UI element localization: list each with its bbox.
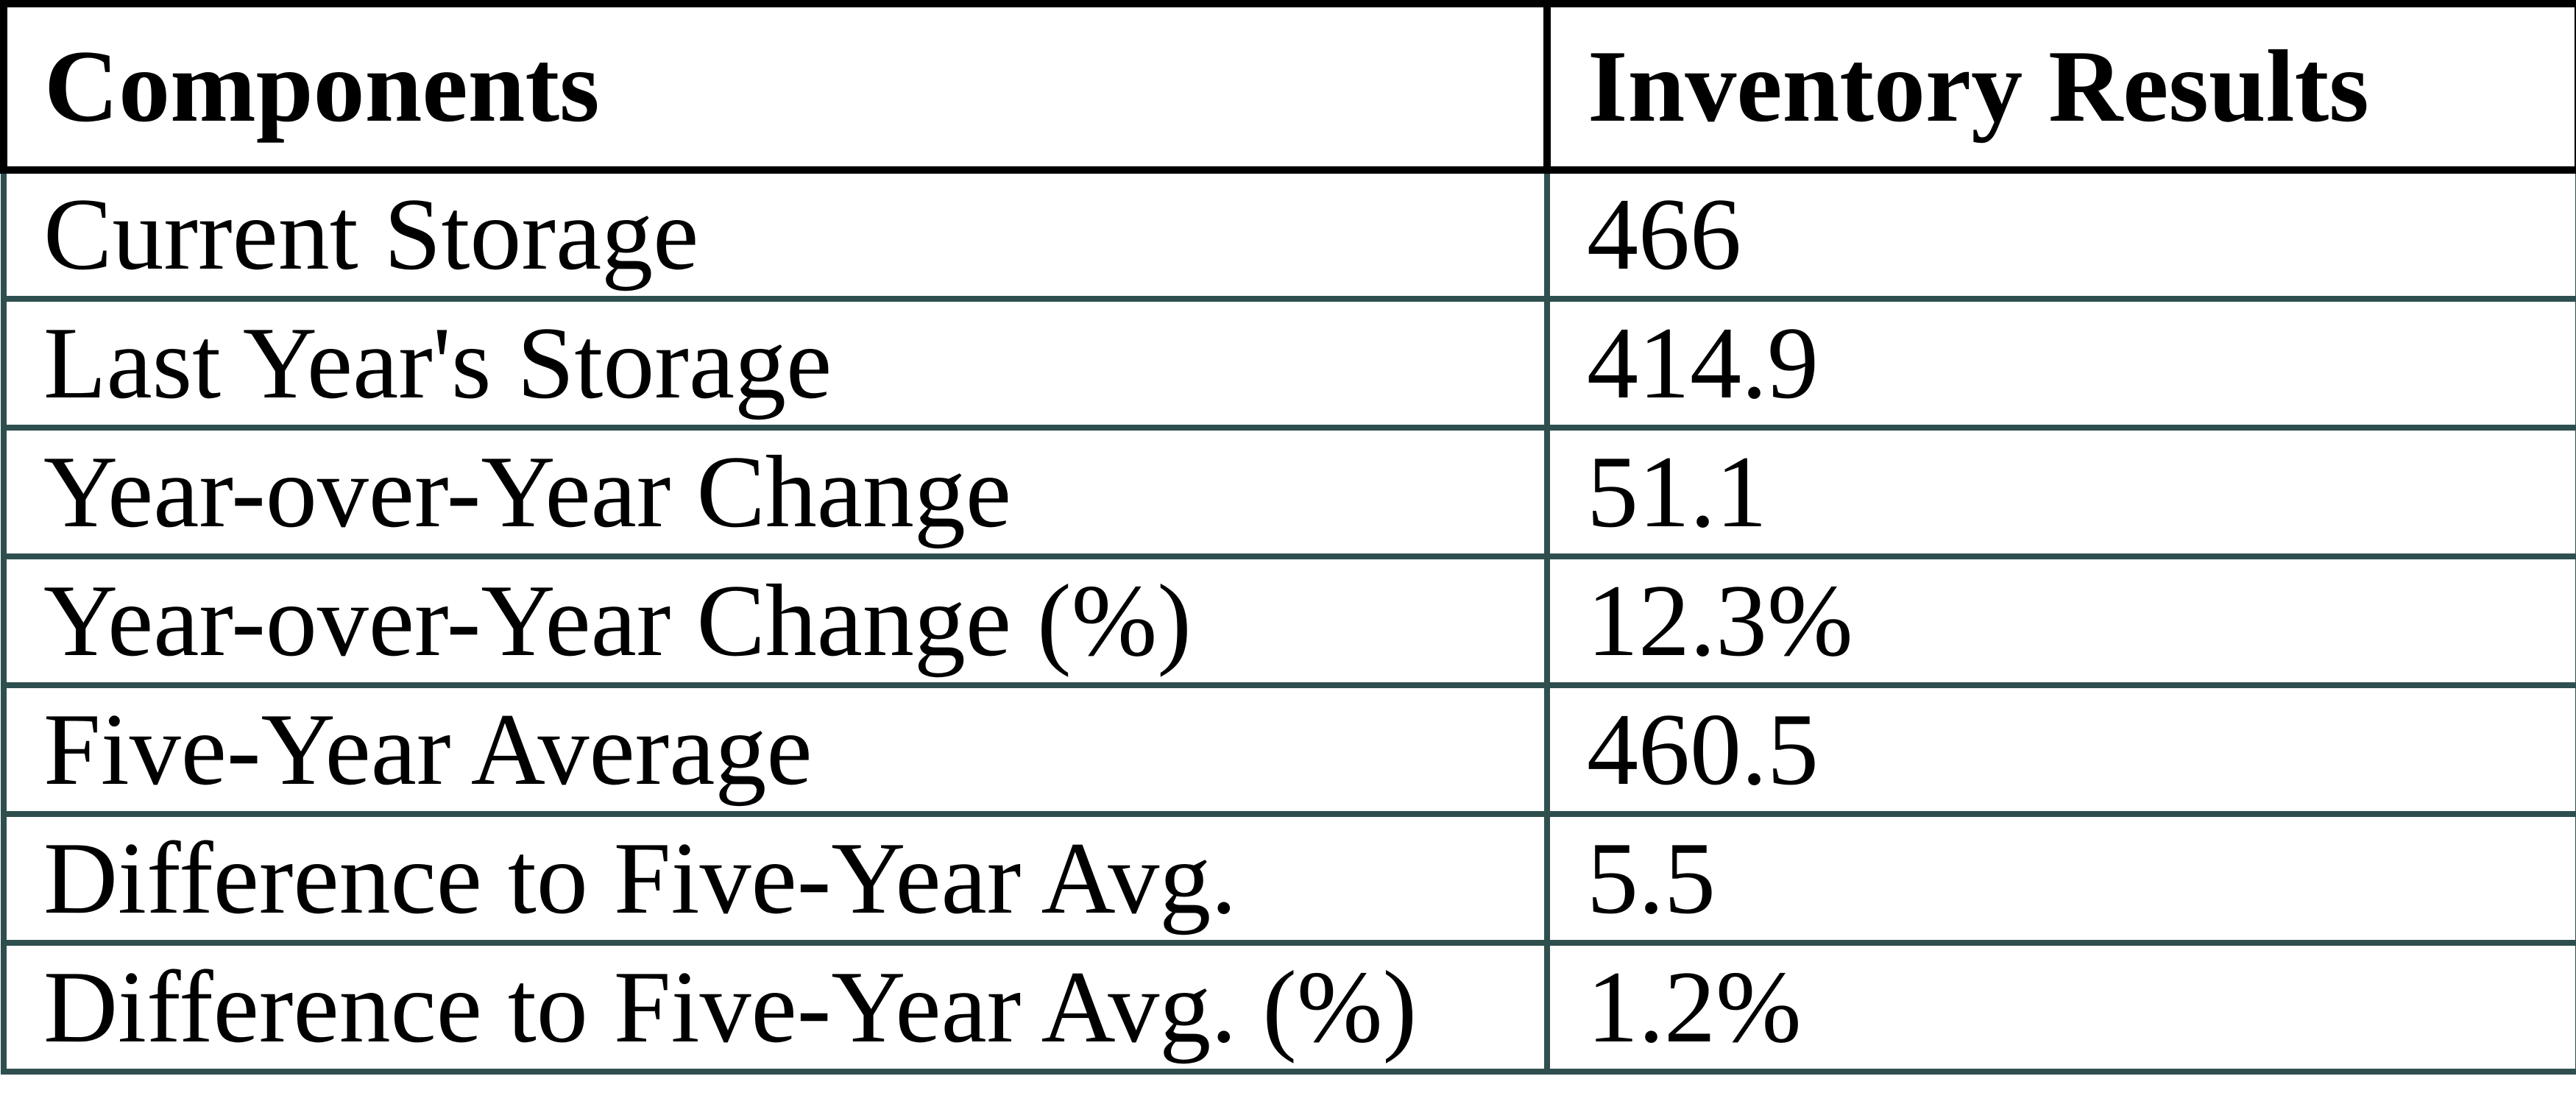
inventory-value-cell: 5.5 [1544, 811, 2576, 946]
component-label-cell: Five-Year Average [1, 682, 1550, 817]
column-header-components: Components [0, 0, 1551, 174]
inventory-value-cell: 466 [1544, 167, 2576, 302]
table-row: Year-over-Year Change 51.1 [1, 425, 2576, 559]
component-label-cell: Year-over-Year Change (%) [1, 553, 1550, 688]
table-row: Current Storage 466 [1, 167, 2576, 302]
inventory-value-cell: 1.2% [1544, 940, 2576, 1075]
inventory-results-table: Components Inventory Results Current Sto… [0, 0, 2576, 1075]
table-body: Current Storage 466 Last Year's Storage … [1, 167, 2576, 1075]
table-row: Last Year's Storage 414.9 [1, 296, 2576, 431]
component-label-cell: Year-over-Year Change [1, 425, 1550, 559]
component-label-cell: Difference to Five-Year Avg. (%) [1, 940, 1550, 1075]
inventory-value-cell: 12.3% [1544, 553, 2576, 688]
table-row: Difference to Five-Year Avg. (%) 1.2% [1, 940, 2576, 1075]
component-label-cell: Last Year's Storage [1, 296, 1550, 431]
inventory-value-cell: 414.9 [1544, 296, 2576, 431]
inventory-value-cell: 51.1 [1544, 425, 2576, 559]
table-header: Components Inventory Results [0, 0, 2576, 174]
inventory-value-cell: 460.5 [1544, 682, 2576, 817]
column-header-inventory-results: Inventory Results [1543, 0, 2576, 174]
component-label-cell: Current Storage [1, 167, 1550, 302]
component-label-cell: Difference to Five-Year Avg. [1, 811, 1550, 946]
table-row: Difference to Five-Year Avg. 5.5 [1, 811, 2576, 946]
table-row: Five-Year Average 460.5 [1, 682, 2576, 817]
table-row: Year-over-Year Change (%) 12.3% [1, 553, 2576, 688]
header-row: Components Inventory Results [0, 0, 2576, 174]
